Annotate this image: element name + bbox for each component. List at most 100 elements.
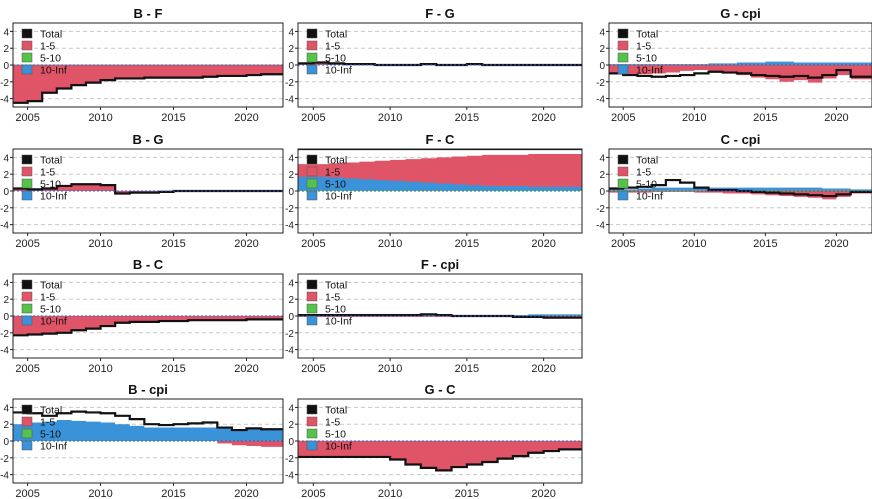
y-tick-label: 4 <box>288 153 294 164</box>
y-tick-label: 2 <box>599 170 605 181</box>
y-tick-label: 2 <box>288 295 294 306</box>
plot-area <box>13 410 283 447</box>
y-tick-label: 4 <box>3 27 9 38</box>
panel-title: G - C <box>424 382 456 397</box>
y-tick-label: 4 <box>599 27 605 38</box>
y-tick-label: 4 <box>3 403 9 414</box>
legend-swatch <box>617 52 629 63</box>
x-tick-label: 2010 <box>378 488 402 499</box>
legend-label: 10-Inf <box>325 316 352 328</box>
y-tick-label: 4 <box>3 153 9 164</box>
panel-6: C - cpi 4 2 0 -2 -4 2005 2010 2015 2020 Total1-55-… <box>596 132 872 250</box>
legend-swatch <box>21 303 33 314</box>
legend-swatch <box>306 279 318 290</box>
legend-swatch <box>21 404 33 415</box>
x-tick-label: 2005 <box>15 363 39 375</box>
y-tick-label: 4 <box>599 153 605 164</box>
y-tick-label: -4 <box>596 95 605 106</box>
y-tick-label: -4 <box>285 471 294 482</box>
legend-label: Total <box>40 29 62 41</box>
x-tick-label: 2010 <box>88 488 112 499</box>
legend-label: 10-Inf <box>325 441 352 453</box>
legend-swatch <box>306 178 318 189</box>
series-area-1-5 <box>13 316 283 336</box>
y-tick-label: -2 <box>0 454 9 465</box>
y-tick-label: -4 <box>285 221 294 232</box>
x-tick-label: 2005 <box>15 112 39 124</box>
y-tick-label: 0 <box>3 187 9 198</box>
y-tick-label: -2 <box>285 454 294 465</box>
legend-swatch <box>617 190 629 201</box>
legend-label: 5-10 <box>325 53 346 65</box>
panel-3: G - cpi 4 2 0 -2 -4 2005 2010 2015 2020 Total1-55-… <box>596 6 872 124</box>
y-tick-label: 2 <box>3 44 9 55</box>
legend-swatch <box>306 416 318 427</box>
x-tick-label: 2015 <box>753 238 777 250</box>
legend-swatch <box>21 40 33 51</box>
y-tick-label: -4 <box>285 95 294 106</box>
x-tick-label: 2020 <box>824 112 848 124</box>
legend-label: 5-10 <box>325 429 346 441</box>
legend-swatch <box>617 166 629 177</box>
panel-title: B - C <box>133 257 164 272</box>
x-tick-label: 2020 <box>234 488 258 499</box>
legend-swatch <box>306 28 318 39</box>
legend-label: Total <box>325 155 347 167</box>
y-tick-label: 0 <box>599 61 605 72</box>
legend-swatch <box>21 166 33 177</box>
panel-title: B - G <box>132 132 163 147</box>
panel-title: C - cpi <box>721 132 761 147</box>
legend-swatch <box>306 190 318 201</box>
series-line-total <box>609 68 872 79</box>
plot-area <box>609 61 872 83</box>
y-tick-label: 0 <box>288 61 294 72</box>
legend-label: 5-10 <box>636 179 657 191</box>
x-tick-label: 2010 <box>88 112 112 124</box>
legend-label: 5-10 <box>40 179 61 191</box>
panel-title: F - G <box>425 6 455 21</box>
legend-label: 1-5 <box>636 167 651 179</box>
y-tick-label: -4 <box>0 471 9 482</box>
legend-label: 10-Inf <box>325 65 352 77</box>
y-tick-label: -2 <box>0 204 9 215</box>
legend-label: 10-Inf <box>40 316 67 328</box>
series-line-total <box>13 73 283 104</box>
x-tick-label: 2010 <box>88 238 112 250</box>
legend-label: 5-10 <box>40 304 61 316</box>
x-tick-label: 2005 <box>611 112 635 124</box>
panel-8: F - cpi 4 2 0 -2 -4 2005 2010 2015 2020 Total1-55-… <box>285 257 583 375</box>
panel-5: F - C 4 2 0 -2 -4 2005 2010 2015 2020 Total1-55-10… <box>285 132 583 250</box>
y-tick-label: 2 <box>288 420 294 431</box>
y-tick-label: -2 <box>285 78 294 89</box>
x-tick-label: 2005 <box>15 488 39 499</box>
x-tick-label: 2015 <box>455 238 479 250</box>
series-line-total <box>609 178 872 198</box>
legend-label: 1-5 <box>325 417 340 429</box>
x-tick-label: 2015 <box>161 488 185 499</box>
legend-swatch <box>306 166 318 177</box>
legend-swatch <box>21 291 33 302</box>
x-tick-label: 2015 <box>161 238 185 250</box>
x-tick-label: 2020 <box>234 112 258 124</box>
panel-2: F - G 4 2 0 -2 -4 2005 2010 2015 2020 Total1-55-10… <box>285 6 583 124</box>
legend-swatch <box>306 52 318 63</box>
legend-label: 1-5 <box>40 417 55 429</box>
x-tick-label: 2010 <box>378 112 402 124</box>
x-tick-label: 2020 <box>531 112 555 124</box>
legend-label: 10-Inf <box>636 191 663 203</box>
legend-label: 5-10 <box>40 53 61 65</box>
plot-area <box>13 64 283 104</box>
legend-label: 10-Inf <box>40 441 67 453</box>
y-tick-label: -2 <box>596 204 605 215</box>
series-line-total <box>13 410 283 432</box>
legend-label: Total <box>325 29 347 41</box>
legend-label: Total <box>636 29 658 41</box>
x-tick-label: 2015 <box>455 112 479 124</box>
x-tick-label: 2010 <box>378 363 402 375</box>
y-tick-label: 4 <box>288 278 294 289</box>
y-tick-label: -2 <box>0 329 9 340</box>
legend-swatch <box>21 154 33 165</box>
x-tick-label: 2015 <box>161 363 185 375</box>
series-line-total <box>298 313 582 319</box>
